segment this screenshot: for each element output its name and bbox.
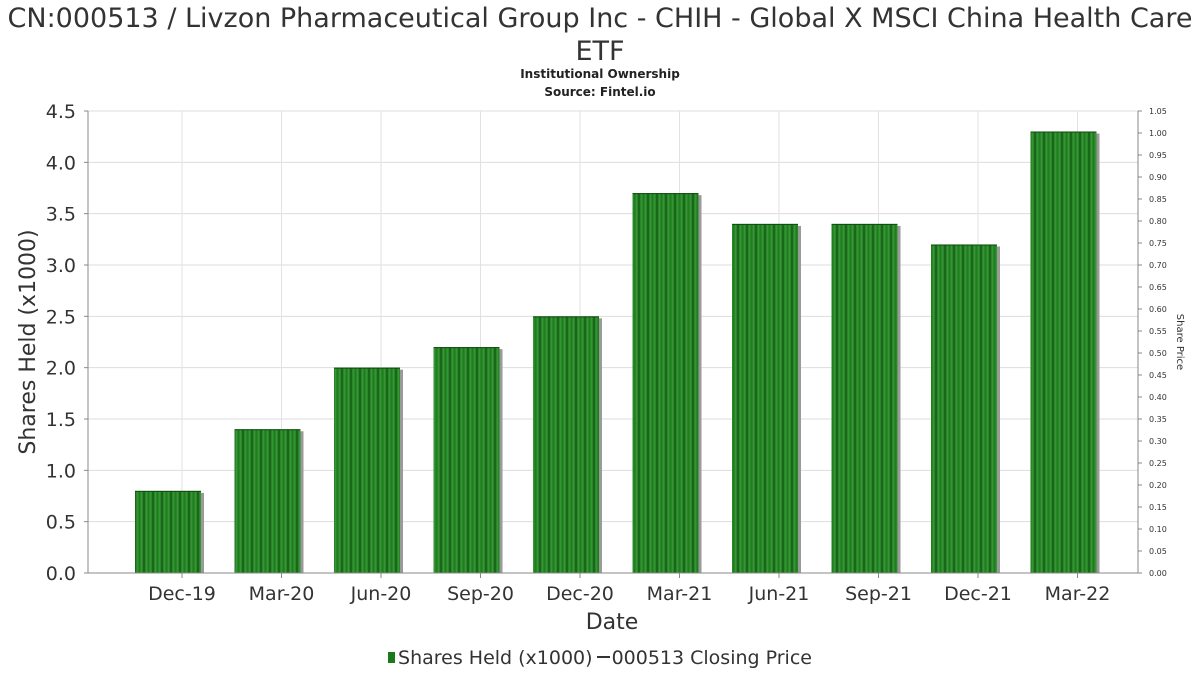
y2-tick-label: 0.55 [1149, 327, 1167, 336]
bar [1030, 131, 1097, 574]
x-tick-label: Jun-20 [350, 583, 412, 605]
legend-label-shares: Shares Held (x1000) [398, 647, 593, 669]
legend-bar-swatch [388, 652, 396, 663]
y2-tick-label: 0.20 [1149, 481, 1167, 490]
legend-label-price: 000513 Closing Price [611, 647, 812, 669]
y2-tick-label: 0.10 [1149, 525, 1167, 534]
y-tick-label: 4.0 [46, 152, 76, 174]
y2-tick-label: 0.50 [1149, 349, 1167, 358]
y2-tick-label: 0.35 [1149, 415, 1167, 424]
y2-tick-label: 0.70 [1149, 261, 1167, 270]
y2-tick-label: 0.25 [1149, 459, 1167, 468]
bar [931, 244, 997, 573]
y2-tick-label: 0.40 [1149, 393, 1167, 402]
y2-tick-label: 0.45 [1149, 371, 1167, 380]
bar [533, 316, 599, 573]
y2-tick-label: 1.00 [1149, 129, 1167, 138]
y-tick-label: 3.5 [46, 204, 76, 226]
y-tick-label: 4.5 [46, 101, 76, 123]
bar [732, 223, 798, 573]
y-tick-label: 3.0 [46, 255, 76, 277]
y2-tick-label: 1.05 [1149, 107, 1167, 116]
y2-tick-label: 0.75 [1149, 239, 1167, 248]
bar [632, 193, 699, 573]
bar [433, 347, 500, 573]
y-tick-label: 2.5 [46, 306, 76, 328]
y2-tick-label: 0.90 [1149, 173, 1167, 182]
y2-tick-label: 0.95 [1149, 151, 1167, 160]
y-axis-label: Shares Held (x1000) [16, 229, 41, 454]
x-tick-label: Sep-20 [447, 583, 514, 605]
y2-tick-label: 0.65 [1149, 283, 1167, 292]
bar [234, 429, 301, 573]
chart-subtitle-ownership: Institutional Ownership [520, 67, 680, 81]
x-tick-label: Mar-22 [1045, 583, 1111, 605]
chart-subtitle-source: Source: Fintel.io [544, 85, 656, 99]
y-tick-label: 0.0 [46, 563, 76, 585]
y-tick-label: 1.0 [46, 460, 76, 482]
x-tick-label: Sep-21 [845, 583, 912, 605]
y-tick-label: 2.0 [46, 358, 76, 380]
y-tick-label: 1.5 [46, 409, 76, 431]
y2-tick-label: 0.05 [1149, 547, 1167, 556]
x-tick-label: Jun-21 [748, 583, 810, 605]
y2-tick-label: 0.60 [1149, 305, 1167, 314]
x-tick-label: Mar-21 [647, 583, 713, 605]
legend-line-swatch [596, 656, 610, 658]
y2-tick-label: 0.15 [1149, 503, 1167, 512]
y2-tick-label: 0.30 [1149, 437, 1167, 446]
y2-tick-label: 0.80 [1149, 217, 1167, 226]
chart-title: CN:000513 / Livzon Pharmaceutical Group … [7, 3, 1193, 67]
legend: Shares Held (x1000) 000513 Closing Price [0, 647, 1200, 669]
bar [831, 223, 898, 573]
y2-tick-label: 0.85 [1149, 195, 1167, 204]
y2-axis-label: Share Price [1174, 314, 1185, 370]
bar [334, 367, 400, 573]
x-tick-label: Dec-19 [148, 583, 216, 605]
x-tick-label: Mar-20 [249, 583, 315, 605]
y2-tick-label: 0.00 [1149, 569, 1167, 578]
y-tick-label: 0.5 [46, 512, 76, 534]
x-axis-label: Date [586, 610, 639, 635]
x-tick-label: Dec-21 [944, 583, 1012, 605]
bar [135, 490, 201, 573]
x-tick-label: Dec-20 [546, 583, 614, 605]
